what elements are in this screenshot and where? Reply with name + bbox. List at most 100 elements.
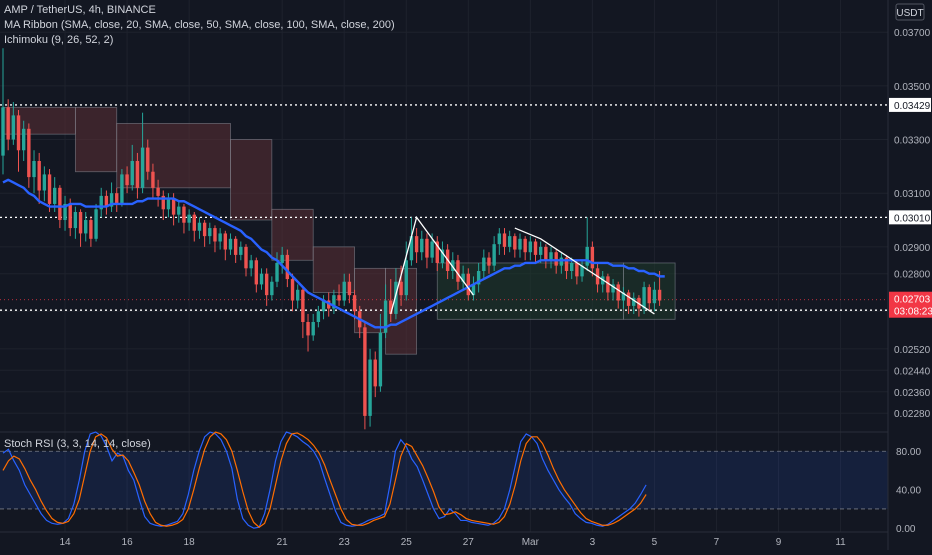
candle-body[interactable]: [570, 262, 574, 272]
candle-body[interactable]: [321, 300, 326, 312]
candle-body[interactable]: [233, 238, 238, 255]
candle-body[interactable]: [518, 238, 522, 250]
candle-body[interactable]: [632, 297, 636, 306]
candle-body[interactable]: [430, 241, 434, 258]
candle-body[interactable]: [487, 257, 491, 266]
candle-body[interactable]: [275, 262, 279, 282]
candle-body[interactable]: [32, 160, 36, 178]
candle-body[interactable]: [53, 187, 57, 204]
candle-body[interactable]: [466, 273, 470, 296]
price-level-badge[interactable]: [889, 97, 931, 112]
candle-body[interactable]: [590, 246, 595, 269]
candle-body[interactable]: [208, 228, 212, 237]
candle-body[interactable]: [461, 273, 465, 282]
candle-body[interactable]: [254, 260, 259, 285]
candle-body[interactable]: [202, 222, 207, 237]
candle-body[interactable]: [78, 211, 83, 234]
ichimoku-legend[interactable]: Ichimoku (9, 26, 52, 2): [4, 34, 114, 46]
candle-body[interactable]: [626, 292, 631, 306]
candle-body[interactable]: [99, 195, 103, 210]
candle-body[interactable]: [120, 174, 124, 204]
candle-body[interactable]: [456, 260, 460, 282]
candle-body[interactable]: [197, 222, 202, 231]
candle-body[interactable]: [425, 238, 429, 258]
candle-body[interactable]: [394, 281, 398, 314]
pattern-line[interactable]: [390, 215, 474, 315]
pattern-line[interactable]: [514, 227, 655, 315]
candle-body[interactable]: [11, 115, 16, 140]
candle-body[interactable]: [544, 246, 548, 261]
candle-body[interactable]: [652, 289, 657, 304]
candle-body[interactable]: [476, 271, 481, 285]
candle-body[interactable]: [342, 281, 346, 301]
candle-body[interactable]: [606, 276, 610, 293]
candle-body[interactable]: [259, 273, 264, 285]
candle-body[interactable]: [538, 246, 543, 255]
price-axis[interactable]: 0.03700 0.03500 0.03300 0.03100 0.02900 0.028…: [887, 0, 932, 550]
candle-body[interactable]: [482, 257, 486, 272]
candle-body[interactable]: [575, 262, 579, 277]
candle-body[interactable]: [47, 174, 52, 204]
candle-body[interactable]: [156, 187, 160, 196]
candle-body[interactable]: [332, 295, 336, 309]
candle-body[interactable]: [151, 171, 155, 188]
candle-body[interactable]: [389, 300, 393, 314]
candle-body[interactable]: [611, 284, 615, 293]
candle-body[interactable]: [6, 107, 10, 140]
candle-body[interactable]: [280, 254, 284, 263]
stoch-rsi-legend[interactable]: Stoch RSI (3, 3, 14, 14, close): [4, 438, 151, 450]
candle-body[interactable]: [42, 174, 47, 191]
candle-body[interactable]: [16, 115, 21, 151]
candle-body[interactable]: [352, 295, 357, 312]
candle-body[interactable]: [146, 147, 150, 172]
candle-body[interactable]: [306, 321, 310, 336]
candle-body[interactable]: [523, 238, 527, 253]
candle-body[interactable]: [285, 254, 290, 280]
candle-body[interactable]: [507, 236, 512, 247]
candle-body[interactable]: [187, 214, 191, 223]
candle-body[interactable]: [130, 160, 134, 186]
candle-body[interactable]: [414, 236, 419, 253]
candle-body[interactable]: [135, 160, 140, 188]
candle-body[interactable]: [316, 311, 321, 322]
candle-body[interactable]: [73, 211, 78, 229]
candle-body[interactable]: [585, 246, 589, 266]
candle-body[interactable]: [363, 327, 367, 416]
candle-body[interactable]: [440, 249, 445, 263]
candle-body[interactable]: [140, 147, 145, 188]
candle-body[interactable]: [244, 246, 248, 269]
candle-body[interactable]: [404, 260, 408, 296]
candle-body[interactable]: [104, 195, 109, 207]
candle-body[interactable]: [228, 238, 233, 250]
candle-body[interactable]: [420, 238, 424, 253]
candle-body[interactable]: [554, 252, 558, 266]
candle-body[interactable]: [115, 193, 119, 204]
candle-body[interactable]: [239, 246, 243, 255]
candle-body[interactable]: [192, 214, 196, 231]
candle-body[interactable]: [337, 295, 341, 301]
candle-body[interactable]: [109, 193, 114, 207]
candle-body[interactable]: [471, 284, 476, 296]
candle-body[interactable]: [549, 252, 553, 261]
pattern-drawing[interactable]: [390, 215, 655, 315]
candle-body[interactable]: [94, 209, 98, 239]
candle-body[interactable]: [63, 203, 67, 221]
candle-body[interactable]: [223, 233, 228, 250]
price-level-badge[interactable]: [889, 210, 931, 225]
candles[interactable]: [1, 48, 662, 430]
candle-body[interactable]: [378, 332, 383, 387]
currency-button[interactable]: [895, 3, 925, 21]
candle-body[interactable]: [213, 228, 217, 242]
candle-body[interactable]: [89, 220, 93, 239]
candle-body[interactable]: [528, 241, 533, 253]
candle-body[interactable]: [182, 206, 186, 223]
candle-body[interactable]: [68, 203, 72, 229]
candle-body[interactable]: [580, 265, 584, 277]
current-price-badge[interactable]: [889, 291, 932, 318]
candle-body[interactable]: [451, 260, 455, 272]
candle-body[interactable]: [295, 289, 300, 301]
candle-body[interactable]: [161, 195, 165, 210]
candle-body[interactable]: [642, 287, 646, 309]
